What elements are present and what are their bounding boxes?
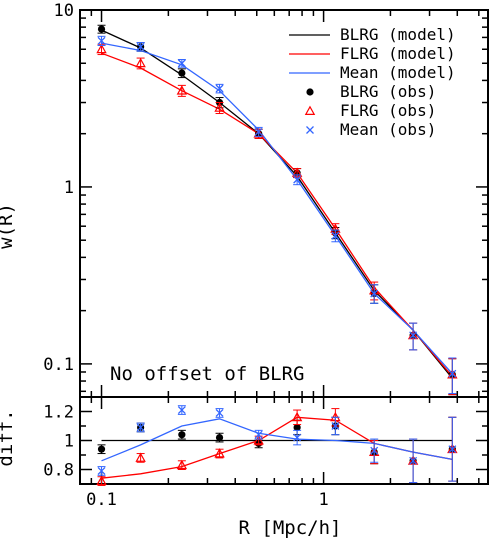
main-y-tick-label: 1	[64, 178, 74, 198]
legend-label-flrg-obs: FLRG (obs)	[340, 101, 436, 120]
main-mean-obs-point	[215, 84, 224, 93]
main-flrg-model-line	[101, 52, 453, 377]
legend-swatch-mean-obs	[306, 126, 314, 134]
ratio-mean-obs-point	[331, 422, 340, 430]
ratio-mean-obs-point	[177, 406, 186, 415]
main-y-tick-label: 0.1	[43, 355, 74, 375]
ratio-mean-obs-point	[215, 408, 224, 417]
ratio-flrg-obs-point	[291, 411, 303, 422]
ratio-y-tick-label: 1.2	[43, 403, 74, 423]
ratio-blrg-obs-point	[97, 445, 106, 453]
ratio-mean-obs-point	[136, 423, 145, 432]
main-mean-model-line	[101, 42, 453, 375]
ratio-mean-model-line	[101, 418, 453, 462]
main-mean-obs-point	[177, 59, 186, 68]
main-mean-obs-point	[331, 231, 340, 240]
main-y-axis-label: w(R)	[0, 203, 17, 249]
legend-label-blrg-model: BLRG (model)	[340, 25, 456, 44]
legend-label-flrg-model: FLRG (model)	[340, 44, 456, 63]
ratio-blrg-obs-point	[215, 434, 224, 442]
main-blrg-obs-point	[97, 25, 106, 33]
ratio-mean-obs-point	[409, 456, 418, 465]
main-mean-obs-point	[136, 42, 145, 51]
main-panel: 0.1 1 10	[43, 1, 489, 398]
legend-label-mean-obs: Mean (obs)	[340, 120, 436, 139]
main-flrg-obs-point	[214, 102, 225, 112]
ratio-mean-obs-point	[448, 445, 457, 454]
ratio-x-tick-label: 1	[318, 490, 328, 510]
main-mean-obs-point	[370, 289, 379, 298]
main-mean-obs-point	[97, 36, 106, 45]
legend-swatch-flrg-obs	[304, 105, 316, 115]
legend-label-mean-model: Mean (model)	[340, 63, 456, 82]
ratio-flrg-obs-point	[96, 475, 107, 486]
main-flrg-obs-point	[96, 43, 107, 54]
ratio-flrg-obs-point	[135, 452, 146, 462]
main-mean-obs-point	[254, 127, 263, 136]
ratio-mean-obs-point	[293, 433, 302, 442]
ratio-y-tick-label: 0.8	[43, 461, 74, 481]
ratio-y-axis-label: diff.	[0, 409, 17, 466]
main-mean-obs-point	[293, 175, 302, 184]
legend-label-blrg-obs: BLRG (obs)	[340, 82, 436, 101]
ratio-mean-obs-point	[254, 430, 263, 439]
main-y-tick-label: 10	[54, 1, 74, 21]
x-axis-label: R [Mpc/h]	[239, 517, 342, 539]
ratio-flrg-obs-point	[176, 459, 188, 470]
main-mean-obs-point	[448, 369, 457, 378]
annotation-text: No offset of BLRG	[110, 363, 304, 385]
ratio-flrg-model-line	[101, 416, 453, 479]
ratio-flrg-obs-point	[214, 448, 225, 458]
ratio-mean-obs-point	[370, 446, 379, 455]
main-mean-obs-point	[409, 331, 418, 340]
ratio-blrg-obs-point	[293, 423, 301, 432]
ratio-mean-obs-point	[97, 466, 106, 475]
legend: BLRG (model)FLRG (model)Mean (model)BLRG…	[289, 25, 456, 139]
main-flrg-obs-point	[135, 57, 146, 68]
ratio-y-tick-label: 1	[64, 432, 74, 452]
main-flrg-obs-point	[176, 85, 188, 95]
ratio-panel: 0.8 1 1.2 0.1 1	[43, 396, 489, 510]
ratio-flrg-obs-point	[253, 435, 264, 445]
ratio-x-tick-label: 0.1	[86, 490, 117, 510]
legend-swatch-blrg-obs	[306, 88, 314, 96]
main-blrg-obs-point	[178, 69, 186, 77]
ratio-blrg-obs-point	[178, 431, 186, 439]
